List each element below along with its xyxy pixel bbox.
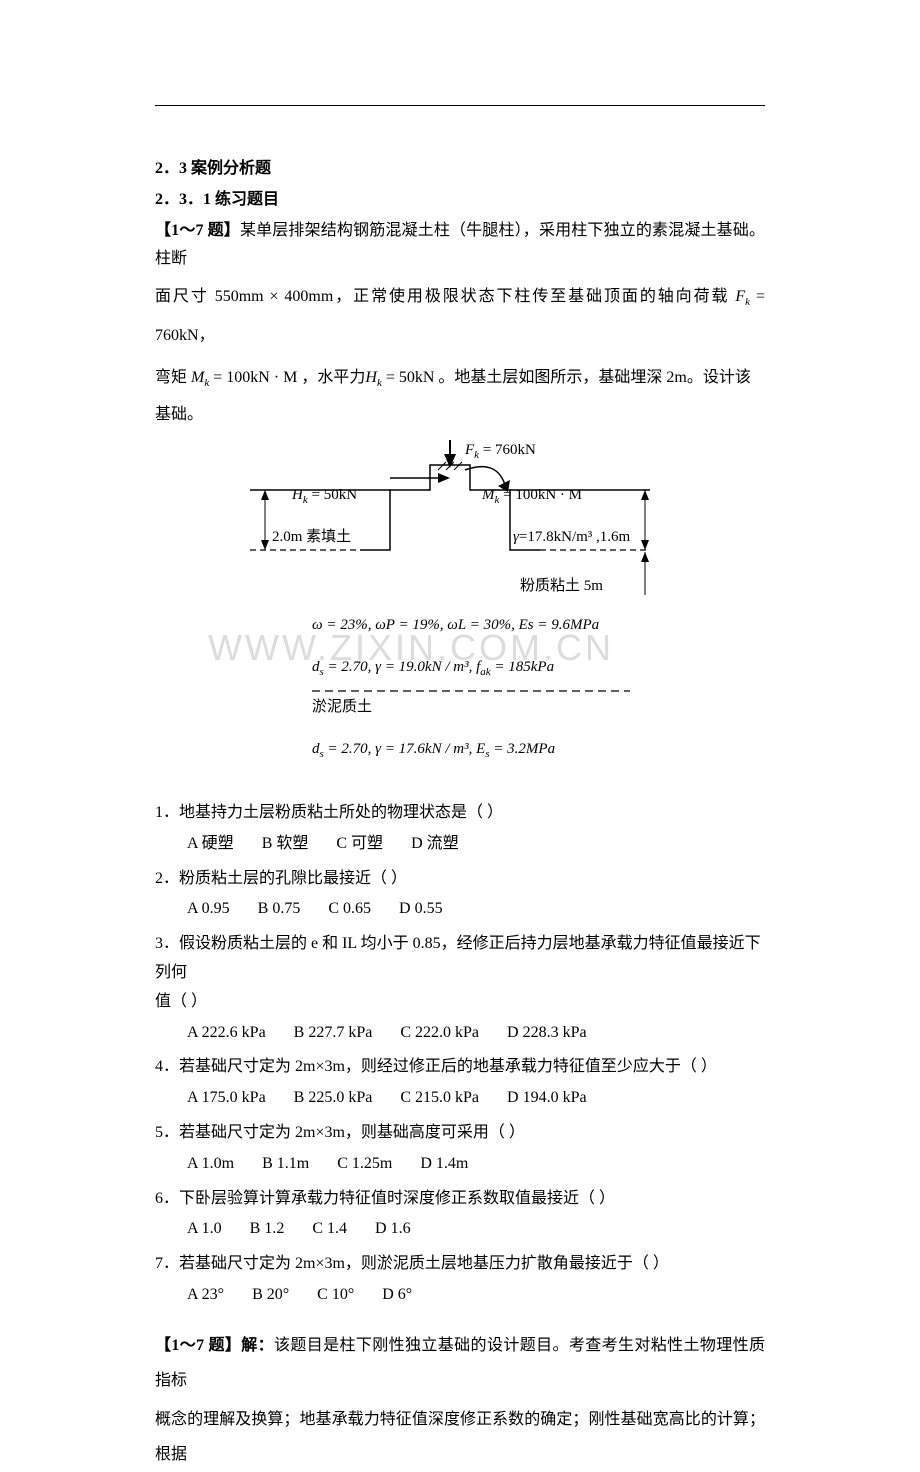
q2-opt-c: C 0.65 (328, 895, 371, 924)
section-title-1: 2．3 案例分析题 (155, 155, 765, 184)
sol-lead: 【1～7 题】解： (155, 1337, 274, 1354)
q1-opt-d: D 流塑 (411, 830, 459, 859)
intro-body1: 某单层排架结构钢筋混凝土柱（牛腿柱），采用柱下独立的素混凝土基础。柱断 (155, 222, 765, 268)
q6-opt-c: C 1.4 (312, 1215, 347, 1244)
question-3-options: A 222.6 kPa B 227.7 kPa C 222.0 kPa D 228.3… (155, 1019, 765, 1048)
q3-opt-d: D 228.3 kPa (507, 1019, 587, 1048)
question-2-options: A 0.95 B 0.75 C 0.65 D 0.55 (155, 895, 765, 924)
dia-depth-val: 2.0m (272, 529, 302, 545)
intro-line-2: 面尺寸 550mm × 400mm，正常使用极限状态下柱传至基础顶面的轴向荷载 … (155, 278, 765, 355)
section-title-2: 2．3．1 练习题目 (155, 186, 765, 215)
dia-eq3: ds = 2.70, γ = 17.6kN / m³, Es = 3.2MPa (312, 736, 555, 765)
question-6: 6．下卧层验算计算承载力特征值时深度修正系数取值最接近（ ） (155, 1185, 765, 1214)
q2-opt-b: B 0.75 (258, 895, 301, 924)
fk-sym: F (735, 288, 745, 305)
intro-body3b: ，水平力 (297, 369, 365, 386)
q7-opt-d: D 6° (382, 1281, 412, 1310)
dim: 550mm × 400mm (215, 288, 334, 305)
q7-opt-b: B 20° (252, 1281, 289, 1310)
mk-sym: M (191, 369, 204, 386)
question-6-options: A 1.0 B 1.2 C 1.4 D 1.6 (155, 1215, 765, 1244)
q1-opt-b: B 软塑 (262, 830, 309, 859)
q4-opt-d: D 194.0 kPa (507, 1084, 587, 1113)
question-3-cont: 值（ ） (155, 988, 765, 1017)
question-5-options: A 1.0m B 1.1m C 1.25m D 1.4m (155, 1150, 765, 1179)
solution-line-2: 概念的理解及换算；地基承载力特征值深度修正系数的确定；刚性基础宽高比的计算；根据 (155, 1402, 765, 1472)
question-5: 5．若基础尺寸定为 2m×3m，则基础高度可采用（ ） (155, 1119, 765, 1148)
hk-sym: H (365, 369, 377, 386)
dia-fill: 素填土 (306, 529, 351, 545)
intro-line-4: 基础。 (155, 401, 765, 430)
dia-eq3a: d (312, 741, 320, 757)
intro-lead: 【1～7 题】 (155, 222, 240, 239)
dia-g1b: =17.8kN/m³ ,1.6m (519, 529, 630, 545)
q5-opt-b: B 1.1m (262, 1150, 309, 1179)
comma1: ， (199, 327, 215, 344)
question-7-options: A 23° B 20° C 10° D 6° (155, 1281, 765, 1310)
q5-opt-d: D 1.4m (420, 1150, 468, 1179)
question-4: 4．若基础尺寸定为 2m×3m，则经过修正后的地基承载力特征值至少应大于（ ） (155, 1053, 765, 1082)
q7-opt-a: A 23° (187, 1281, 224, 1310)
intro-line-3: 弯矩 Mk = 100kN · M ，水平力Hk = 50kN 。地基土层如图所… (155, 359, 765, 397)
solution-line-1: 【1～7 题】解：该题目是柱下刚性独立基础的设计题目。考查考生对粘性土物理性质指… (155, 1328, 765, 1398)
dia-gamma1: γ=17.8kN/m³ ,1.6m (513, 524, 630, 551)
q1-opt-c: C 可塑 (336, 830, 383, 859)
top-rule (155, 105, 765, 106)
dia-hk-sym: H (292, 487, 303, 503)
q7-opt-c: C 10° (317, 1281, 354, 1310)
dia-fk-eq: = 760kN (479, 442, 536, 458)
dia-mk: Mk = 100kN · M (482, 482, 582, 511)
dia-depth: 2.0m 素填土 (272, 524, 351, 551)
q6-opt-a: A 1.0 (187, 1215, 222, 1244)
dia-layer2: 粉质粘土 5m (520, 573, 603, 600)
questions-block: 1．地基持力土层粉质粘土所处的物理状态是（ ）A 硬塑 B 软塑 C 可塑 D 流塑 2… (155, 799, 765, 1310)
mk-rhs: = 100kN · M (209, 369, 297, 386)
dia-hk-eq: = 50kN (308, 487, 357, 503)
question-1: 1．地基持力土层粉质粘土所处的物理状态是（ ） (155, 799, 765, 828)
q6-opt-b: B 1.2 (250, 1215, 285, 1244)
dia-fk: Fk = 760kN (465, 437, 536, 466)
intro-line-1: 【1～7 题】某单层排架结构钢筋混凝土柱（牛腿柱），采用柱下独立的素混凝土基础。… (155, 217, 765, 275)
mk-eq: Mk = 100kN · M (191, 369, 297, 386)
dia-hk: Hk = 50kN (292, 482, 357, 511)
foundation-diagram: Fk = 760kN Hk = 50kN Mk = 100kN · M 2.0m… (250, 440, 670, 780)
q3-opt-a: A 222.6 kPa (187, 1019, 266, 1048)
page-content: 2．3 案例分析题 2．3．1 练习题目 【1～7 题】某单层排架结构钢筋混凝土… (155, 155, 765, 1472)
q4-opt-a: A 175.0 kPa (187, 1084, 266, 1113)
watermark: WWW.ZIXIN.COM.CN (208, 616, 614, 681)
question-1-options: A 硬塑 B 软塑 C 可塑 D 流塑 (155, 830, 765, 859)
question-4-options: A 175.0 kPa B 225.0 kPa C 215.0 kPa D 194.0… (155, 1084, 765, 1113)
q3-opt-c: C 222.0 kPa (400, 1019, 479, 1048)
q1-opt-a: A 硬塑 (187, 830, 234, 859)
question-7: 7．若基础尺寸定为 2m×3m，则淤泥质土层地基压力扩散角最接近于（ ） (155, 1250, 765, 1279)
q6-opt-d: D 1.6 (375, 1215, 411, 1244)
dia-mk-eq: = 100kN · M (499, 487, 582, 503)
dia-mk-sym: M (482, 487, 495, 503)
q4-opt-b: B 225.0 kPa (294, 1084, 373, 1113)
q5-opt-c: C 1.25m (337, 1150, 392, 1179)
intro-body3a: 弯矩 (155, 369, 187, 386)
intro-body3c: 。地基土层如图所示，基础埋深 2m。设计该 (434, 369, 750, 386)
dia-layer3: 淤泥质土 (312, 694, 372, 721)
hk-eq: Hk = 50kN (365, 369, 434, 386)
dia-eq3c: = 3.2MPa (490, 741, 556, 757)
dia-eq3b: = 2.70, γ = 17.6kN / m³, E (324, 741, 485, 757)
question-2: 2．粉质粘土层的孔隙比最接近（ ） (155, 865, 765, 894)
q2-opt-d: D 0.55 (399, 895, 443, 924)
hk-rhs: = 50kN (382, 369, 435, 386)
q4-opt-c: C 215.0 kPa (400, 1084, 479, 1113)
intro-body2b: ，正常使用极限状态下柱传至基础顶面的轴向荷载 (333, 288, 735, 305)
q5-opt-a: A 1.0m (187, 1150, 234, 1179)
intro-body2a: 面尺寸 (155, 288, 209, 305)
dia-fk-sym: F (465, 442, 474, 458)
question-3: 3．假设粉质粘土层的 e 和 IL 均小于 0.85，经修正后持力层地基承载力特… (155, 930, 765, 988)
q2-opt-a: A 0.95 (187, 895, 230, 924)
q3-opt-b: B 227.7 kPa (294, 1019, 373, 1048)
